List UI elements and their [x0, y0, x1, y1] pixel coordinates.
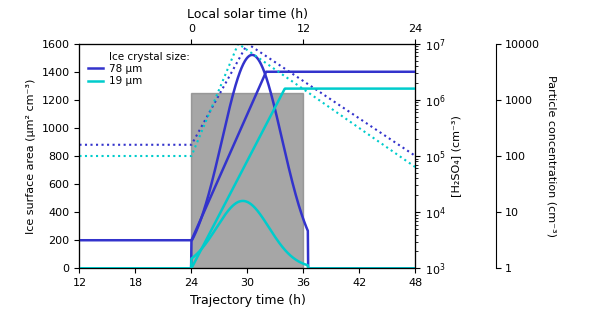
X-axis label: Local solar time (h): Local solar time (h): [187, 8, 308, 22]
Y-axis label: Ice surface area (μm² cm⁻³): Ice surface area (μm² cm⁻³): [26, 78, 36, 234]
Y-axis label: [H₂SO₄] (cm⁻³): [H₂SO₄] (cm⁻³): [452, 115, 461, 197]
Y-axis label: Particle concentration (cm⁻³): Particle concentration (cm⁻³): [547, 75, 557, 237]
Bar: [191, 93, 304, 268]
X-axis label: Trajectory time (h): Trajectory time (h): [189, 294, 306, 307]
Legend: Ice crystal size:, 78 µm, 19 µm: Ice crystal size:, 78 µm, 19 µm: [85, 49, 192, 89]
